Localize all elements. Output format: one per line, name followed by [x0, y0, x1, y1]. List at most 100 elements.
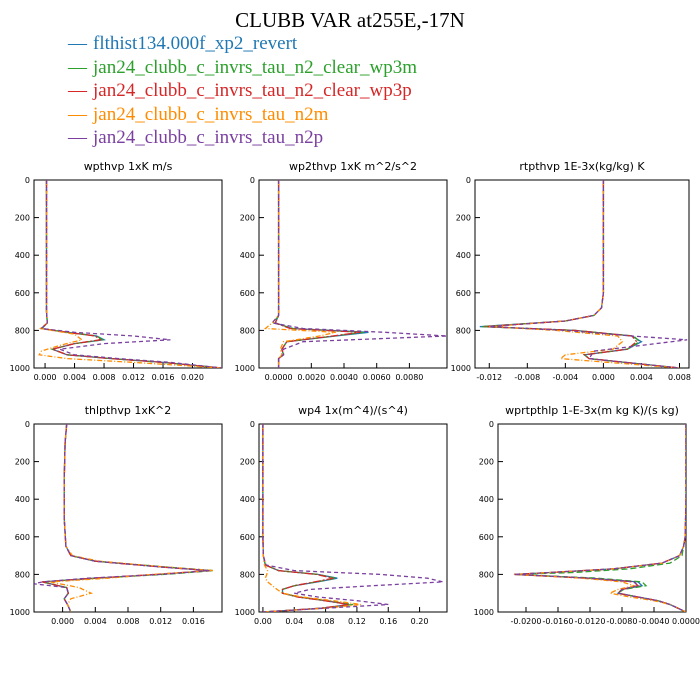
series-line [513, 424, 686, 612]
series-line [50, 424, 214, 612]
x-tick-label: 0.0020 [297, 373, 325, 382]
y-tick-label: 600 [240, 289, 255, 298]
y-tick-label: 0 [250, 420, 255, 429]
legend-line-icon: — [68, 80, 87, 101]
x-tick-label: 0.0060 [363, 373, 391, 382]
y-tick-label: 400 [479, 495, 494, 504]
series-line [42, 424, 214, 612]
series-line [513, 424, 686, 612]
x-tick-label: 0.004 [84, 617, 107, 626]
y-tick-label: 600 [479, 533, 494, 542]
panel-title: wp4 1x(m^4)/(s^4) [298, 404, 408, 417]
legend: — flthist134.000f_xp2_revert — jan24_clubb… [68, 32, 417, 150]
plot-frame [33, 179, 223, 369]
x-tick-label: 0.016 [182, 617, 205, 626]
y-tick-label: 800 [15, 326, 30, 335]
x-tick-label: -0.008 [514, 373, 540, 382]
series-line [270, 180, 447, 368]
series-line [39, 180, 222, 368]
series-line [262, 424, 350, 612]
y-tick-label: 400 [240, 495, 255, 504]
panel-title: thlpthvp 1xK^2 [85, 404, 172, 417]
legend-line-icon: — [68, 103, 87, 125]
panel-title: wprtpthlp 1-E-3x(m kg K)/(s kg) [505, 404, 679, 417]
legend-item: — jan24_clubb_c_invrs_tau_n2_clear_wp3p [68, 79, 417, 103]
series-line [489, 180, 688, 368]
y-tick-label: 600 [456, 289, 471, 298]
x-tick-label: 0.000 [34, 373, 57, 382]
x-tick-label: -0.0040 [639, 617, 670, 626]
plot-frame [497, 423, 687, 613]
x-tick-label: 0.012 [122, 373, 145, 382]
y-tick-label: 600 [15, 533, 30, 542]
legend-label: jan24_clubb_c_invrs_tau_n2m [93, 103, 329, 125]
series-line [42, 424, 210, 612]
y-tick-label: 400 [15, 495, 30, 504]
legend-item: — jan24_clubb_c_invrs_tau_n2p [68, 126, 417, 150]
x-tick-label: 0.008 [668, 373, 691, 382]
x-tick-label: 0.004 [630, 373, 653, 382]
y-tick-label: 1000 [474, 608, 494, 617]
y-tick-label: 800 [15, 570, 30, 579]
x-tick-label: -0.0200 [511, 617, 542, 626]
y-tick-label: 200 [15, 458, 30, 467]
x-tick-label: 0.004 [63, 373, 86, 382]
y-tick-label: 400 [15, 251, 30, 260]
series-line [513, 424, 686, 612]
y-tick-label: 0 [466, 176, 471, 185]
x-tick-label: 0.016 [152, 373, 175, 382]
series-line [262, 424, 361, 612]
legend-label: jan24_clubb_c_invrs_tau_n2_clear_wp3m [93, 56, 417, 78]
legend-label: flthist134.000f_xp2_revert [93, 33, 298, 54]
series-line [42, 424, 209, 612]
x-tick-label: -0.0080 [607, 617, 638, 626]
y-tick-label: 600 [15, 289, 30, 298]
chart-panel: wprtpthlp 1-E-3x(m kg K)/(s kg) 0 200 400 60… [474, 404, 700, 626]
y-tick-label: 0 [489, 420, 494, 429]
chart-panel: wp2thvp 1xK m^2/s^2 0 200 400 600 800 1000 0.00… [235, 160, 448, 382]
y-tick-label: 200 [479, 458, 494, 467]
series-line [489, 180, 680, 368]
y-tick-label: 1000 [10, 608, 30, 617]
series-line [479, 180, 680, 368]
y-tick-label: 200 [456, 214, 471, 223]
x-tick-label: 0.12 [348, 617, 366, 626]
x-tick-label: 0.000 [592, 373, 615, 382]
y-tick-label: 1000 [235, 608, 255, 617]
y-tick-label: 1000 [451, 364, 471, 373]
y-tick-label: 200 [15, 214, 30, 223]
y-tick-label: 800 [456, 326, 471, 335]
legend-label: jan24_clubb_c_invrs_tau_n2_clear_wp3p [93, 80, 412, 101]
series-line [34, 424, 210, 612]
series-line [481, 180, 680, 368]
x-tick-label: 0.0080 [395, 373, 423, 382]
x-tick-label: 0.20 [411, 617, 429, 626]
chart-panel: wpthvp 1xK m/s 0 200 400 600 800 1000 0.000 0.00… [10, 160, 223, 382]
series-line [39, 180, 222, 368]
series-line [40, 180, 222, 368]
y-tick-label: 1000 [10, 364, 30, 373]
series-line [38, 180, 222, 368]
panel-title: wpthvp 1xK m/s [84, 160, 173, 173]
plot-frame [474, 179, 690, 369]
y-tick-label: 0 [25, 176, 30, 185]
x-tick-label: 0.04 [285, 617, 303, 626]
x-tick-label: 0.0040 [330, 373, 358, 382]
y-tick-label: 400 [240, 251, 255, 260]
y-tick-label: 0 [250, 176, 255, 185]
x-tick-label: 0.020 [181, 373, 204, 382]
y-tick-label: 800 [240, 326, 255, 335]
chart-panel: thlpthvp 1xK^2 0 200 400 600 800 1000 0.000 0.00… [10, 404, 223, 626]
series-line [272, 180, 364, 368]
y-tick-label: 400 [456, 251, 471, 260]
plot-frame [258, 423, 448, 613]
x-tick-label: 0.08 [317, 617, 335, 626]
y-tick-label: 800 [240, 570, 255, 579]
y-tick-label: 0 [25, 420, 30, 429]
x-tick-label: 0.16 [379, 617, 397, 626]
x-tick-label: -0.004 [552, 373, 578, 382]
chart-panel: rtpthvp 1E-3x(kg/kg) K02004006008001000-… [451, 160, 691, 382]
x-tick-label: 0.00 [254, 617, 272, 626]
